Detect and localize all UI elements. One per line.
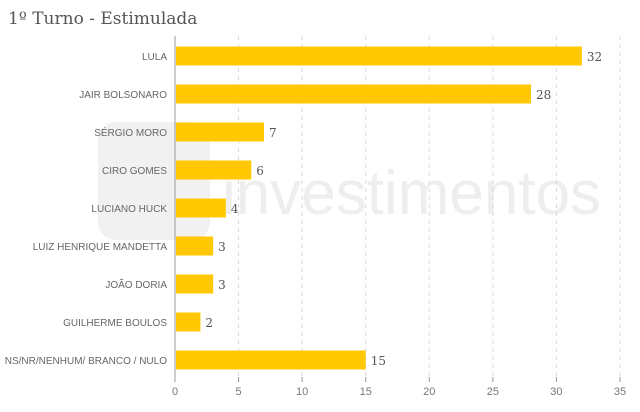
bar <box>176 46 582 66</box>
x-tick-label: 25 <box>487 386 499 398</box>
data-label: 3 <box>218 278 226 292</box>
x-tick-label: 0 <box>172 386 178 398</box>
category-label: LUIZ HENRIQUE MANDETTA <box>33 242 168 253</box>
bar <box>176 198 226 218</box>
data-label: 4 <box>231 202 239 216</box>
bar <box>176 312 201 332</box>
x-tick-label: 30 <box>550 386 562 398</box>
bar <box>176 160 252 180</box>
category-label: LULA <box>142 52 167 63</box>
x-tick-label: 10 <box>296 386 308 398</box>
x-tick-label: 35 <box>614 386 626 398</box>
bar <box>176 236 214 256</box>
chart-title: 1º Turno - Estimulada <box>8 9 197 29</box>
watermark-logo: investimentos <box>98 122 601 240</box>
x-tick-label: 20 <box>423 386 435 398</box>
category-label: JAIR BOLSONARO <box>79 90 167 101</box>
bar <box>176 84 531 104</box>
data-label: 6 <box>256 164 264 178</box>
category-label: NS/NR/NENHUM/ BRANCO / NULO <box>5 356 167 367</box>
category-label: CIRO GOMES <box>102 166 167 177</box>
x-axis-ticks: 0 5 10 15 20 25 30 35 <box>172 377 626 398</box>
category-labels: LULA JAIR BOLSONARO SÉRGIO MORO CIRO GOMES L… <box>5 52 168 367</box>
data-label: 3 <box>218 240 226 254</box>
bar <box>176 274 214 294</box>
watermark-text: investimentos <box>222 159 601 228</box>
bar <box>176 122 264 142</box>
data-label: 32 <box>587 50 602 64</box>
category-label: SÉRGIO MORO <box>94 126 167 139</box>
bar <box>176 350 366 370</box>
data-label: 2 <box>205 316 213 330</box>
x-tick-label: 5 <box>236 386 242 398</box>
data-label: 15 <box>371 354 386 368</box>
data-label: 7 <box>269 126 277 140</box>
category-label: LUCIANO HUCK <box>91 204 167 215</box>
category-label: JOÃO DORIA <box>105 278 167 291</box>
data-label: 28 <box>536 88 551 102</box>
bars <box>176 46 582 370</box>
x-tick-label: 15 <box>360 386 372 398</box>
category-label: GUILHERME BOULOS <box>63 318 167 329</box>
